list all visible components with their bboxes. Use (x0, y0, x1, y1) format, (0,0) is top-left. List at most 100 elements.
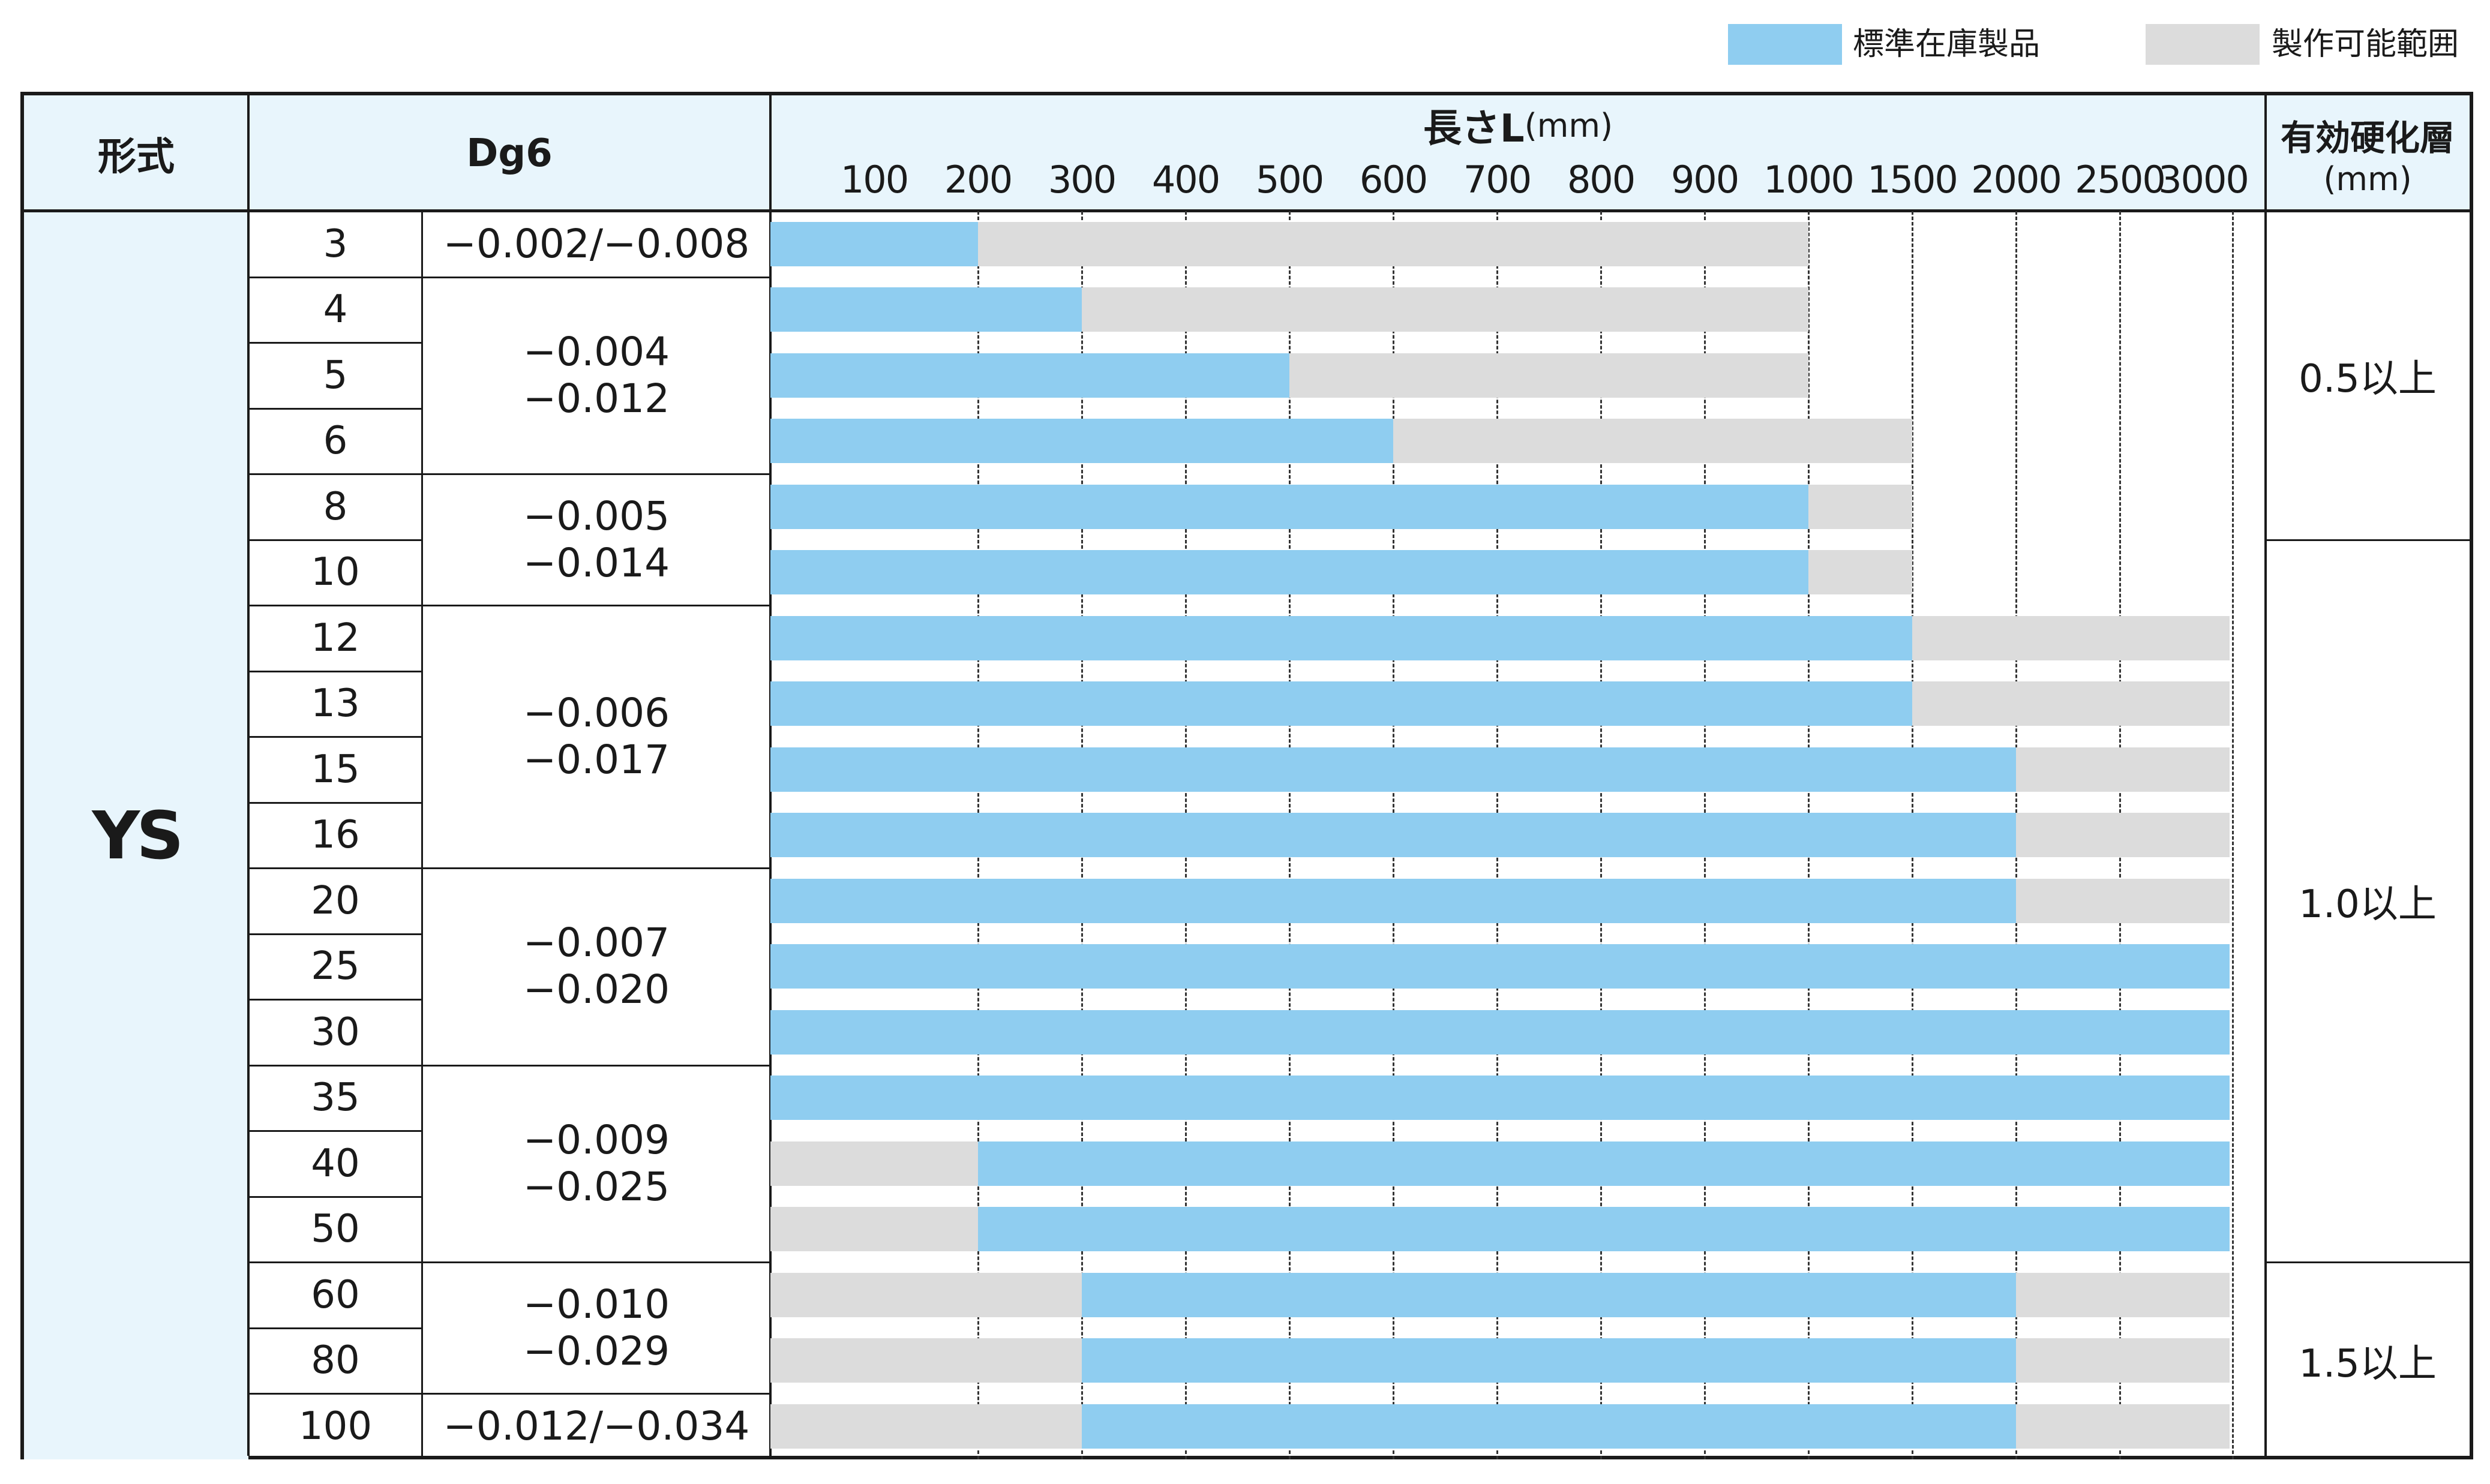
diameter-row-divider (248, 801, 422, 804)
diameter-row-divider (248, 539, 422, 541)
standard-bar (770, 681, 1912, 726)
diameter-row-divider (248, 605, 422, 606)
tolerance-value: −0.006 (523, 690, 670, 736)
range-bar (2016, 878, 2230, 923)
header-length-label: 長さL (1423, 107, 1525, 151)
standard-bar (1082, 1404, 2016, 1449)
diameter-row-divider (248, 999, 422, 1001)
tolerance-cell: −0.010 −0.029 (422, 1262, 770, 1393)
range-bar (1289, 353, 1808, 398)
standard-bar (770, 944, 2230, 989)
diameter-cell: 60 (311, 1272, 360, 1317)
tolerance-divider (422, 605, 770, 606)
diameter-row-divider (248, 1327, 422, 1329)
diameter-row-divider (248, 1064, 422, 1067)
diameter-cell: 15 (311, 747, 360, 792)
range-bar (1393, 419, 1912, 464)
tolerance-cell: −0.004 −0.012 (422, 277, 770, 474)
length-tick-label: 300 (1048, 157, 1117, 202)
tolerance-divider (422, 473, 770, 475)
diameter-row-divider (248, 933, 422, 935)
standard-bar (770, 221, 978, 266)
diameter-row-divider (248, 276, 422, 278)
diameter-row-divider (248, 670, 422, 672)
range-bar (770, 1404, 1082, 1449)
spec-table: 形式 Dg6 長さL (mm) 有効硬化層 (mm) YS 100 200 300 40… (20, 92, 2473, 1459)
diameter-cell: 50 (311, 1207, 360, 1252)
length-tick-label: 700 (1463, 157, 1532, 202)
hardened-divider (2266, 1261, 2470, 1263)
tolerance-value: −0.020 (523, 966, 670, 1013)
column-divider (247, 95, 250, 1456)
length-tick-label: 500 (1255, 157, 1324, 202)
standard-bar (770, 287, 1082, 332)
range-bar (1808, 484, 1912, 529)
tolerance-cell: −0.005 −0.014 (422, 474, 770, 605)
tolerance-value: −0.005 (523, 492, 670, 539)
legend-range-swatch (2146, 24, 2260, 65)
hardened-cell: 0.5以上 (2299, 356, 2437, 401)
header-background (24, 95, 2470, 211)
header-hardened-unit: (mm) (2323, 160, 2412, 198)
tolerance-cell: −0.007 −0.020 (422, 868, 770, 1065)
standard-bar (770, 878, 2016, 923)
standard-bar (770, 813, 2016, 858)
tolerance-cell: −0.006 −0.017 (422, 605, 770, 868)
diameter-cell: 8 (323, 484, 348, 529)
diameter-row-divider (248, 867, 422, 869)
tolerance-value: −0.017 (523, 737, 670, 783)
tolerance-value: −0.012 (523, 375, 670, 422)
header-length-unit: (mm) (1524, 106, 1613, 145)
header-length: 長さL (mm) (770, 101, 2266, 152)
standard-bar (1082, 1338, 2016, 1383)
standard-bar (1082, 1272, 2016, 1317)
length-tick-label: 200 (944, 157, 1013, 202)
legend-standard-label: 標準在庫製品 (1853, 26, 2041, 62)
diameter-cell: 10 (311, 550, 360, 595)
range-bar (2016, 813, 2230, 858)
range-bar (2016, 1404, 2230, 1449)
diameter-cell: 16 (311, 813, 360, 858)
model-value: YS (92, 797, 184, 874)
range-bar (1808, 550, 1912, 595)
tolerance-value: −0.029 (523, 1327, 670, 1374)
range-bar (2016, 1338, 2230, 1383)
diameter-row-divider (248, 1195, 422, 1198)
diameter-row-divider (248, 473, 422, 475)
length-tick-label: 2500 (2075, 157, 2166, 202)
length-tick-label: 800 (1567, 157, 1636, 202)
standard-bar (978, 1141, 2230, 1186)
standard-bar (770, 747, 2016, 792)
length-tick-label: 900 (1670, 157, 1739, 202)
tolerance-cell: −0.009 −0.025 (422, 1065, 770, 1263)
length-tick-label: 600 (1359, 157, 1428, 202)
tolerance-cell: −0.002/−0.008 (422, 211, 770, 277)
diameter-cell: 30 (311, 1010, 360, 1055)
diameter-cell: 35 (311, 1076, 360, 1120)
diameter-row-divider (248, 1261, 422, 1263)
diameter-cell: 100 (298, 1404, 373, 1449)
range-bar (770, 1207, 978, 1252)
header-model: 形式 (98, 134, 175, 179)
hardened-column-background (2266, 95, 2470, 211)
standard-bar (770, 484, 1808, 529)
length-tick-label: 400 (1151, 157, 1220, 202)
tolerance-value: −0.004 (523, 328, 670, 375)
diameter-row-divider (248, 1393, 422, 1395)
diameter-cell: 40 (311, 1141, 360, 1186)
hardened-divider (2266, 539, 2470, 541)
tolerance-divider (422, 1064, 770, 1067)
range-bar (2016, 747, 2230, 792)
tolerance-divider (422, 276, 770, 278)
column-divider (2264, 95, 2267, 1456)
length-tick-label: 1500 (1867, 157, 1958, 202)
hardened-cell: 1.5以上 (2299, 1342, 2437, 1387)
diameter-row-divider (248, 1130, 422, 1132)
standard-bar (978, 1207, 2230, 1252)
diameter-row-divider (248, 407, 422, 410)
standard-bar (770, 615, 1912, 660)
standard-bar (770, 1010, 2230, 1055)
standard-bar (770, 550, 1808, 595)
length-tick-label: 2000 (1971, 157, 2062, 202)
header-dg6: Dg6 (466, 131, 553, 176)
